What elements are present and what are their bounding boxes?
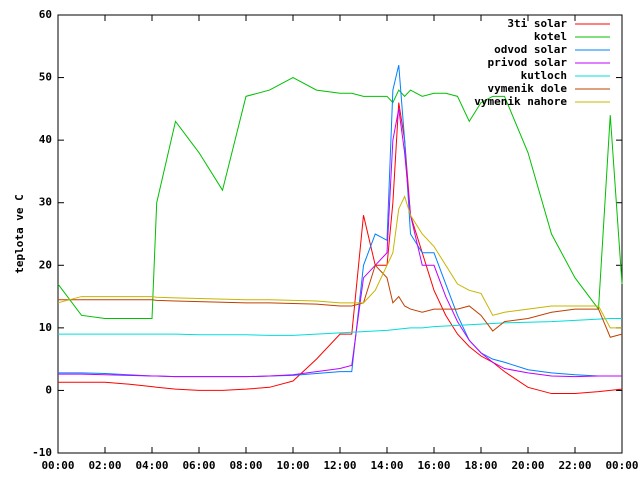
x-tick-label: 10:00 [276, 459, 309, 472]
y-axis-label: teplota ve C [13, 194, 26, 273]
y-tick-label: 20 [39, 258, 52, 271]
legend-label: kutloch [521, 69, 567, 82]
x-tick-label: 00:00 [41, 459, 74, 472]
series-line [57, 195, 622, 329]
x-tick-label: 00:00 [605, 459, 638, 472]
series-line [58, 264, 623, 338]
series-line [58, 64, 622, 378]
x-tick-label: 12:00 [323, 459, 356, 472]
x-tick-label: 20:00 [511, 459, 544, 472]
legend-label: privod solar [488, 56, 568, 69]
x-tick-label: 06:00 [182, 459, 215, 472]
y-tick-label: 10 [39, 321, 52, 334]
series-line [57, 77, 623, 319]
y-tick-label: -10 [32, 446, 52, 459]
legend-label: vymenik dole [488, 82, 568, 95]
series-line [58, 102, 623, 395]
x-tick-label: 08:00 [229, 459, 262, 472]
y-tick-label: 30 [39, 196, 52, 209]
x-tick-label: 22:00 [558, 459, 591, 472]
y-tick-label: 0 [45, 383, 52, 396]
x-tick-label: 18:00 [464, 459, 497, 472]
y-tick-label: 60 [39, 8, 52, 21]
legend-label: kotel [534, 30, 567, 43]
series-line [58, 317, 622, 336]
legend-label: 3ti solar [507, 17, 567, 30]
legend-label: odvod solar [494, 43, 567, 56]
x-tick-label: 14:00 [370, 459, 403, 472]
y-tick-label: 50 [39, 71, 52, 84]
y-tick-label: 40 [39, 133, 52, 146]
x-tick-label: 04:00 [135, 459, 168, 472]
legend-label: vymenik nahore [474, 95, 567, 108]
x-tick-label: 02:00 [88, 459, 121, 472]
x-tick-label: 16:00 [417, 459, 450, 472]
series-line [58, 108, 622, 378]
